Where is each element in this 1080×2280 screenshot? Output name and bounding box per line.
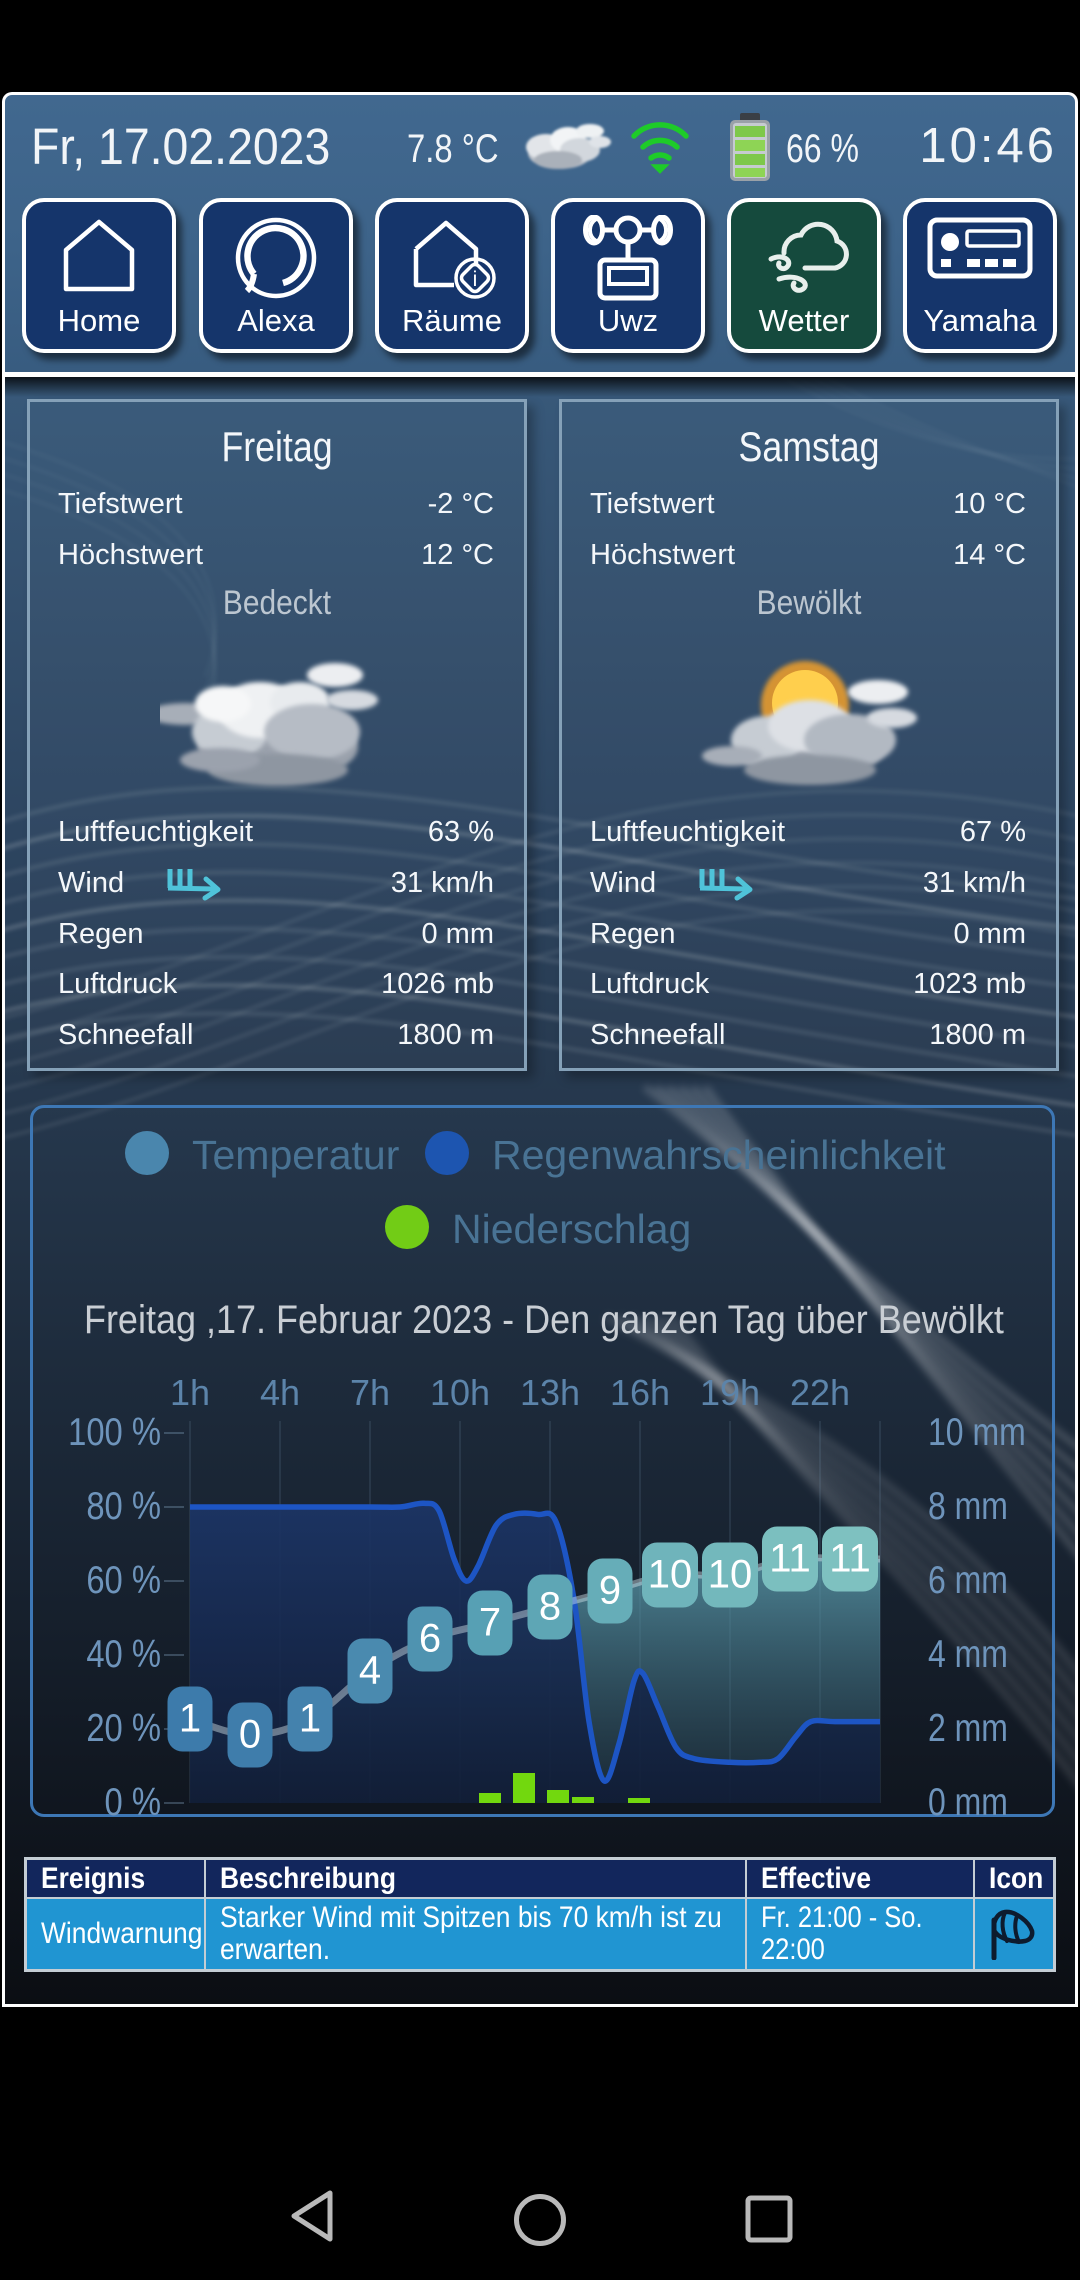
svg-text:i: i: [473, 268, 478, 291]
